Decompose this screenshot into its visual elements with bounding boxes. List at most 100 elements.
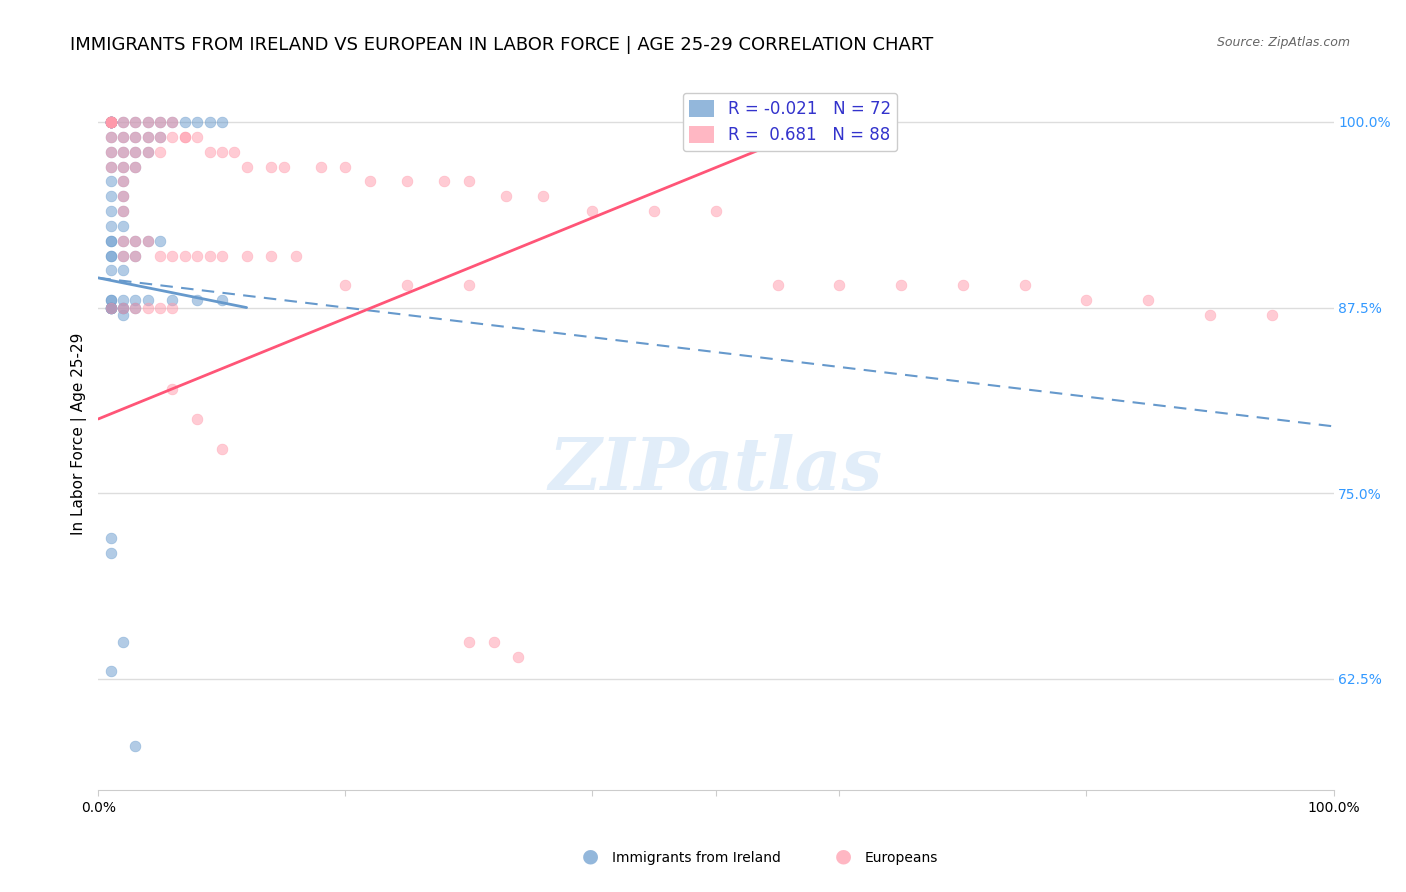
Point [112,308,135,322]
Point [124,293,146,308]
Point [162,382,184,396]
Point [149,249,172,263]
Point [149,115,172,129]
Point [100,301,122,315]
Point [112,263,135,277]
Point [100,115,122,129]
Point [100,160,122,174]
Point [100,115,122,129]
Point [100,234,122,248]
Point [112,634,135,648]
Point [149,115,172,129]
Point [100,129,122,144]
Point [100,665,122,679]
Point [136,129,159,144]
Point [100,115,122,129]
Point [136,115,159,129]
Point [124,739,146,753]
Point [186,129,208,144]
Y-axis label: In Labor Force | Age 25-29: In Labor Force | Age 25-29 [72,333,87,535]
Point [162,115,184,129]
Point [149,145,172,159]
Point [112,160,135,174]
Point [100,145,122,159]
Point [149,301,172,315]
Text: ●: ● [582,847,599,865]
Point [124,160,146,174]
Point [112,145,135,159]
Point [124,145,146,159]
Point [112,174,135,188]
Point [581,204,603,219]
Point [124,145,146,159]
Point [100,129,122,144]
Point [100,115,122,129]
Point [100,293,122,308]
Point [124,301,146,315]
Point [112,301,135,315]
Point [309,160,332,174]
Point [162,301,184,315]
Point [100,115,122,129]
Point [100,234,122,248]
Point [100,115,122,129]
Point [186,249,208,263]
Point [112,204,135,219]
Point [100,115,122,129]
Point [173,129,195,144]
Point [162,129,184,144]
Point [124,249,146,263]
Point [136,145,159,159]
Point [396,174,419,188]
Point [643,204,665,219]
Point [1076,293,1098,308]
Point [495,189,517,203]
Point [211,442,233,456]
Point [100,204,122,219]
Point [136,234,159,248]
Point [1014,278,1036,293]
Point [124,129,146,144]
Point [260,160,283,174]
Point [112,249,135,263]
Point [828,278,851,293]
Text: Europeans: Europeans [865,851,938,865]
Point [198,145,221,159]
Point [124,234,146,248]
Point [112,115,135,129]
Point [457,174,479,188]
Point [149,129,172,144]
Point [112,115,135,129]
Point [198,115,221,129]
Point [100,301,122,315]
Point [112,129,135,144]
Point [235,249,257,263]
Point [112,234,135,248]
Point [100,115,122,129]
Point [100,263,122,277]
Point [211,249,233,263]
Point [100,115,122,129]
Point [112,293,135,308]
Point [1137,293,1160,308]
Point [136,129,159,144]
Point [100,115,122,129]
Point [100,145,122,159]
Point [162,115,184,129]
Point [100,301,122,315]
Point [211,145,233,159]
Point [124,115,146,129]
Text: Immigrants from Ireland: Immigrants from Ireland [612,851,780,865]
Point [149,234,172,248]
Point [100,189,122,203]
Point [211,115,233,129]
Point [136,293,159,308]
Point [124,129,146,144]
Point [112,204,135,219]
Point [112,189,135,203]
Point [335,278,357,293]
Point [335,160,357,174]
Point [100,301,122,315]
Point [508,649,530,664]
Point [112,234,135,248]
